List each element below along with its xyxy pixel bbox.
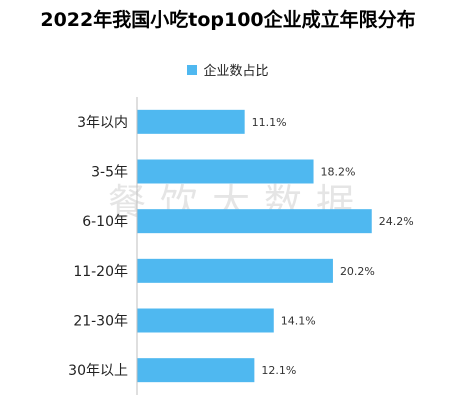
value-label: 20.2% xyxy=(340,265,375,278)
value-label: 24.2% xyxy=(379,215,414,228)
bar xyxy=(137,308,274,333)
bar xyxy=(137,209,372,234)
bar xyxy=(137,258,333,283)
category-label: 30年以上 xyxy=(68,363,128,379)
value-label: 14.1% xyxy=(281,315,316,328)
value-label: 18.2% xyxy=(321,166,356,179)
category-label: 3年以内 xyxy=(77,115,128,131)
category-label: 21-30年 xyxy=(73,314,128,330)
legend: 企业数占比 xyxy=(0,60,456,79)
category-label: 6-10年 xyxy=(82,214,128,230)
value-label: 11.1% xyxy=(252,116,287,129)
bar xyxy=(137,159,314,184)
category-label: 11-20年 xyxy=(73,264,128,280)
bar xyxy=(137,109,245,134)
bar xyxy=(137,358,255,383)
value-label: 12.1% xyxy=(261,364,296,377)
legend-label: 企业数占比 xyxy=(203,64,269,79)
category-label: 3-5年 xyxy=(91,165,128,181)
legend-swatch xyxy=(187,64,198,75)
chart-title: 2022年我国小吃top100企业成立年限分布 xyxy=(40,9,416,31)
